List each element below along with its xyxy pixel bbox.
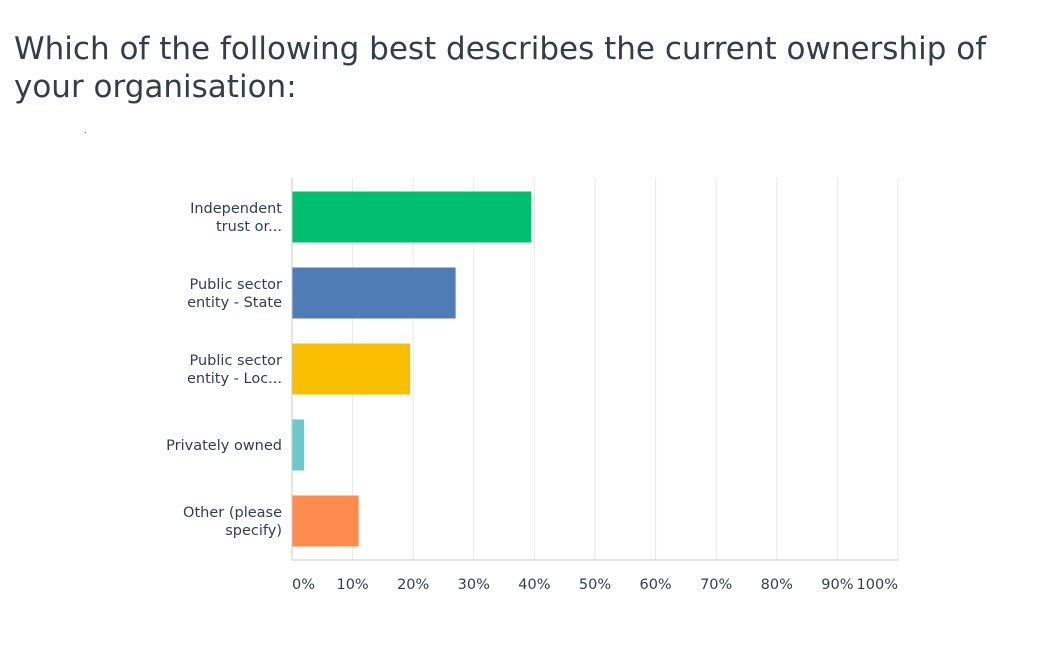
bar-2	[292, 267, 456, 319]
bar-5	[292, 495, 359, 547]
tick-label: 20%	[397, 577, 429, 593]
category-label: Independent trust or...	[190, 201, 282, 235]
axes	[291, 178, 898, 561]
category-label-line: entity - State	[187, 295, 282, 311]
tick-label: 10%	[336, 577, 368, 593]
category-label-line: Independent	[190, 201, 282, 217]
tick-label: 80%	[761, 577, 793, 593]
category-labels: Independent trust or... Public sector entit…	[166, 201, 282, 539]
bars	[292, 191, 532, 547]
category-label: Other (please specify)	[183, 505, 282, 539]
category-label-line: Public sector	[190, 277, 283, 293]
tick-label: 40%	[518, 577, 550, 593]
tick-label: 100%	[857, 577, 898, 593]
category-label-line: specify)	[225, 523, 282, 539]
tick-label: 0%	[292, 577, 315, 593]
category-label-line: Privately owned	[166, 438, 282, 454]
stray-dot	[85, 132, 86, 133]
bar-4	[292, 419, 305, 471]
category-label: Privately owned	[166, 438, 282, 454]
tick-labels: 0% 10% 20% 30% 40% 50% 60% 70% 80% 90% 100%	[292, 577, 898, 593]
category-label-line: Other (please	[183, 505, 282, 521]
bar-1	[292, 191, 532, 243]
bar-3	[292, 343, 411, 395]
tick-label: 50%	[579, 577, 611, 593]
tick-label: 60%	[639, 577, 671, 593]
tick-label: 70%	[700, 577, 732, 593]
category-label: Public sector entity - State	[187, 277, 282, 311]
category-label-line: trust or...	[216, 219, 282, 235]
tick-label: 30%	[458, 577, 490, 593]
category-label-line: entity - Loc...	[187, 371, 282, 387]
category-label-line: Public sector	[190, 353, 283, 369]
question-title: Which of the following best describes th…	[14, 31, 987, 105]
tick-label: 90%	[821, 577, 853, 593]
category-label: Public sector entity - Loc...	[187, 353, 282, 387]
